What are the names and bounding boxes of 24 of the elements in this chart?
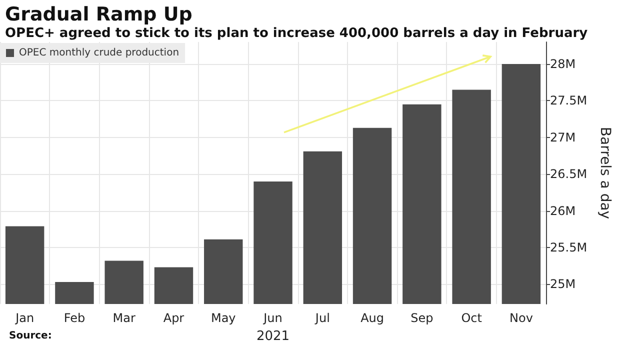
chart-title: Gradual Ramp Up [5, 4, 192, 26]
y-tick-label: 25M [550, 277, 576, 292]
y-tick-label: 25.5M [550, 240, 588, 254]
x-tick-label: Jun [262, 311, 282, 325]
x-axis-title: 2021 [256, 329, 290, 344]
y-tick-label: 26M [550, 204, 576, 218]
y-tick-label: 28M [550, 57, 576, 72]
source-note: Source: [9, 330, 52, 342]
x-tick-label: May [210, 311, 236, 325]
x-tick-label: Oct [461, 311, 482, 325]
y-tick-label: 27M [550, 130, 576, 144]
legend-label: OPEC monthly crude production [19, 48, 180, 58]
y-axis-title: Barrels a day [597, 126, 613, 220]
x-tick-label: Sep [410, 311, 434, 325]
chart-subtitle: OPEC+ agreed to stick to its plan to increase 400,000 barrels a day in February [5, 26, 588, 41]
x-tick-label: Nov [509, 311, 533, 325]
x-tick-label: Feb [64, 311, 86, 325]
x-tick-label: Jul [314, 311, 330, 325]
x-tick-label: Aug [360, 311, 384, 325]
y-tick-label: 26.5M [550, 167, 588, 182]
x-tick-label: Jan [14, 311, 34, 325]
y-tick-label: 27.5M [550, 94, 588, 108]
x-tick-label: Apr [163, 311, 184, 325]
x-tick-label: Mar [112, 311, 136, 325]
